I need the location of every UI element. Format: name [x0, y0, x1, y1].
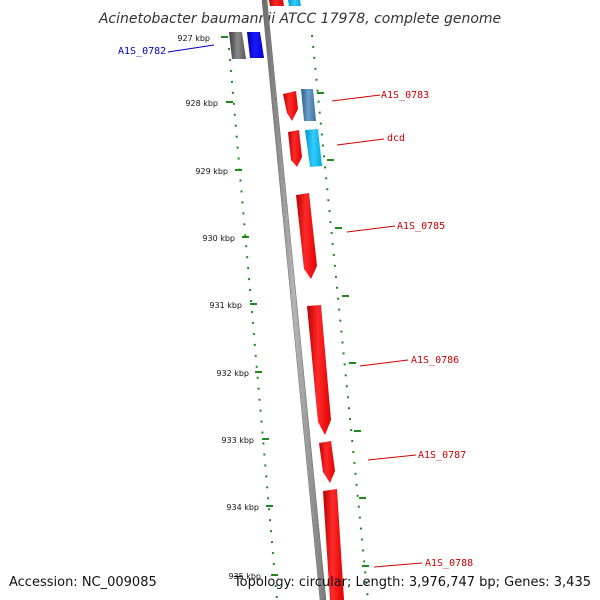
tick-label: 928 kbp [185, 99, 218, 108]
gene-feature-steel [301, 89, 316, 121]
leader-A1S_0787 [367, 454, 417, 461]
gene-label-A1S_0787[interactable]: A1S_0787 [418, 450, 466, 461]
gene-label-A1S_0786[interactable]: A1S_0786 [411, 355, 459, 366]
genome-summary-text: Topology: circular; Length: 3,976,747 bp… [233, 575, 591, 590]
gene-feature-A1S_0785 [296, 193, 317, 279]
tick-label: 930 kbp [202, 234, 235, 243]
gene-feature-A1S_0787 [319, 441, 335, 483]
tick-label: 934 kbp [226, 503, 259, 512]
leader-A1S_0786 [359, 359, 409, 367]
tick-track-guide [228, 47, 278, 600]
genome-backbone [261, 0, 327, 600]
gene-features [229, 0, 344, 600]
tick-label: 927 kbp [177, 34, 210, 43]
label-leaders [167, 44, 423, 568]
leader-A1S_0783 [331, 94, 381, 102]
tick-marks-right [317, 92, 369, 567]
tick-label: 931 kbp [209, 301, 242, 310]
gene-feature-A1S_0782 [247, 32, 264, 58]
gene-feature-gray [229, 32, 246, 59]
map-title: Acinetobacter baumannii ATCC 17978, comp… [98, 11, 501, 27]
tick-label: 929 kbp [195, 167, 228, 176]
gene-label-A1S_0782[interactable]: A1S_0782 [118, 46, 166, 57]
tick-label: 935 kbp [228, 572, 261, 581]
leader-A1S_0782 [167, 44, 215, 53]
gene-label-A1S_0788[interactable]: A1S_0788 [425, 558, 473, 569]
gene-feature-A1S_0788 [323, 489, 344, 600]
tick-label: 932 kbp [216, 369, 249, 378]
leader-A1S_0785 [346, 225, 396, 233]
gene-feature-dcd [288, 130, 302, 167]
gene-feature-partial-cyan [288, 0, 301, 6]
gene-feature-partial-red [269, 0, 284, 6]
gene-label-A1S_0783[interactable]: A1S_0783 [381, 90, 429, 101]
gene-feature-A1S_0786 [307, 305, 331, 435]
gene-feature-A1S_0783 [283, 91, 298, 121]
tick-label: 933 kbp [221, 436, 254, 445]
gene-labels: A1S_0782 A1S_0783 dcd A1S_0785 A1S_0786 … [118, 46, 473, 569]
tick-marks-left [221, 36, 278, 576]
outer-track-guide [311, 34, 369, 600]
leader-A1S_0788 [373, 562, 423, 568]
leader-dcd [336, 138, 385, 146]
gene-feature-cyan [305, 129, 322, 167]
gene-label-dcd[interactable]: dcd [387, 133, 405, 144]
gene-label-A1S_0785[interactable]: A1S_0785 [397, 221, 445, 232]
accession-text: Accession: NC_009085 [9, 575, 157, 590]
tick-labels: 927 kbp 928 kbp 929 kbp 930 kbp 931 kbp … [177, 34, 261, 581]
